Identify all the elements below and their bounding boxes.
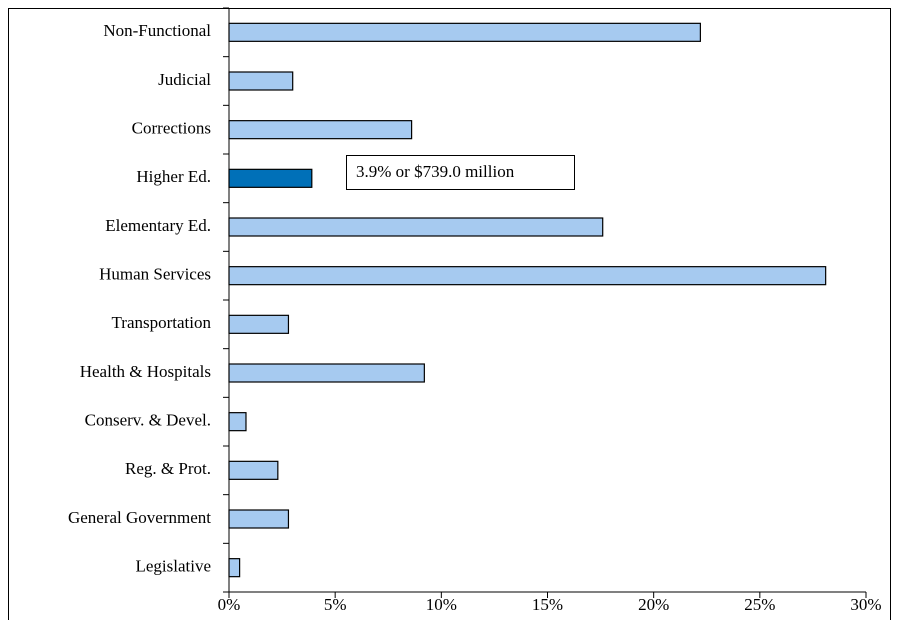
y-tick-label: Reg. & Prot. bbox=[125, 459, 211, 478]
y-tick-label: Health & Hospitals bbox=[80, 362, 211, 381]
y-tick-label: Legislative bbox=[135, 557, 211, 576]
y-tick-label: General Government bbox=[68, 508, 211, 527]
y-tick-label: Conserv. & Devel. bbox=[85, 411, 211, 430]
x-tick-label: 30% bbox=[850, 595, 881, 614]
bar bbox=[228, 558, 241, 578]
bar bbox=[228, 363, 425, 383]
y-tick-label: Non-Functional bbox=[103, 21, 211, 40]
bar bbox=[228, 266, 827, 286]
x-tick-label: 5% bbox=[324, 595, 347, 614]
y-tick-label: Corrections bbox=[132, 119, 211, 138]
x-tick-label: 20% bbox=[638, 595, 669, 614]
bar bbox=[228, 509, 290, 529]
annotation-box bbox=[346, 155, 575, 190]
x-tick-label: 15% bbox=[532, 595, 563, 614]
y-tick-label: Higher Ed. bbox=[136, 167, 211, 186]
x-tick-label: 25% bbox=[744, 595, 775, 614]
y-tick-label: Transportation bbox=[112, 313, 212, 332]
y-tick-label: Elementary Ed. bbox=[105, 216, 211, 235]
y-tick-label: Judicial bbox=[158, 70, 211, 89]
bar bbox=[228, 314, 290, 334]
x-tick-label: 0% bbox=[218, 595, 241, 614]
bar bbox=[228, 120, 413, 140]
y-tick-label: Human Services bbox=[99, 265, 211, 284]
bar bbox=[228, 412, 247, 432]
annotation: 3.9% or $739.0 million bbox=[356, 162, 515, 181]
bar bbox=[228, 168, 313, 188]
bar bbox=[228, 217, 604, 237]
bar bbox=[228, 22, 701, 42]
chart-frame bbox=[8, 8, 891, 620]
bar bbox=[228, 71, 294, 91]
bar bbox=[228, 460, 279, 480]
x-tick-label: 10% bbox=[426, 595, 457, 614]
